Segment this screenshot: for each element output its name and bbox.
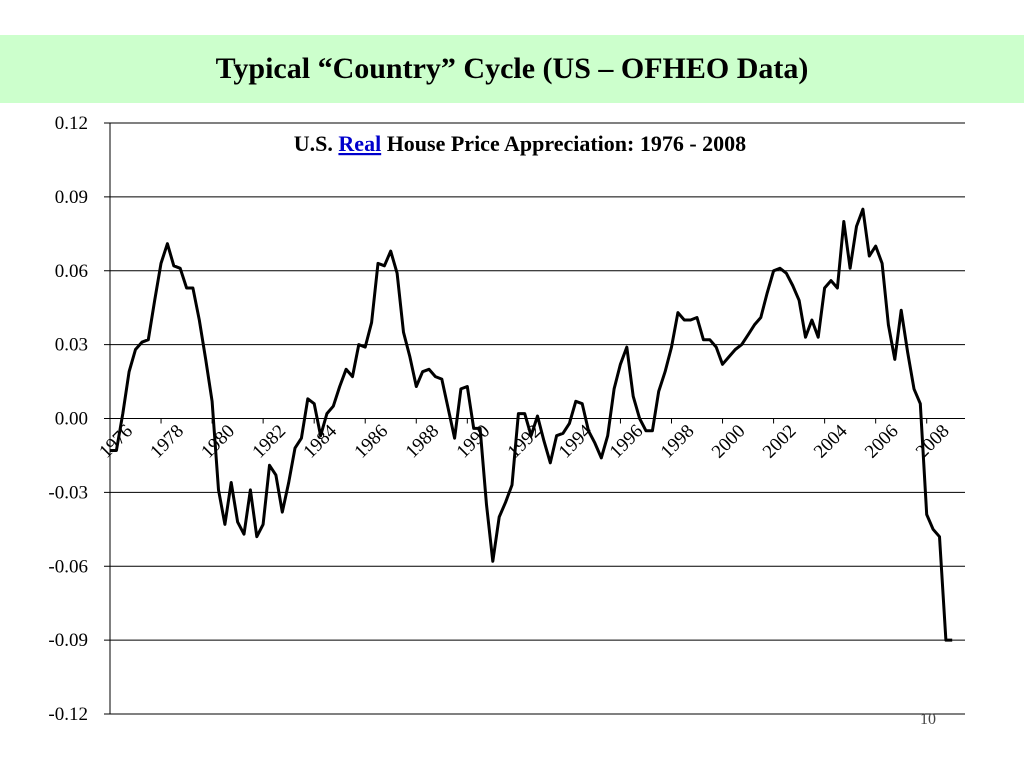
x-tick-label: 1988 [402, 421, 444, 463]
y-tick-label: -0.03 [48, 482, 88, 503]
x-tick-label: 1976 [95, 421, 137, 463]
axes [104, 122, 928, 715]
series-layer [110, 207, 953, 642]
x-tick-label: 1986 [350, 421, 392, 463]
y-tick-label: -0.06 [48, 556, 88, 577]
subtitle-prefix: U.S. [294, 131, 339, 156]
y-tick-labels: 0.12 0.09 0.06 0.03 0.00 -0.03 -0.06 -0.09 -0.12 [48, 113, 88, 725]
x-tick-label: 2006 [861, 421, 903, 463]
gridlines [110, 122, 965, 715]
y-tick-label: 0.00 [55, 409, 88, 430]
x-tick-labels: 1976 1978 1980 1982 1984 1986 1988 1990 1992 1994… [95, 420, 953, 462]
series-line [110, 207, 953, 642]
x-tick-label: 1980 [197, 421, 239, 463]
x-tick-label: 2008 [912, 421, 954, 463]
page-number: 10 [920, 711, 936, 728]
y-tick-label: 0.03 [55, 335, 88, 356]
x-tick-label: 2004 [810, 420, 852, 462]
slide-title: Typical “Country” Cycle (US – OFHEO Data… [215, 52, 809, 85]
x-tick-label: 1984 [299, 420, 341, 462]
y-tick-label: 0.06 [55, 261, 88, 282]
x-tick-label: 1978 [146, 421, 188, 463]
x-tick-label: 1996 [606, 421, 648, 463]
x-tick-label: 2000 [708, 421, 750, 463]
x-tick-label: 2002 [759, 421, 801, 463]
y-tick-label: -0.09 [48, 630, 88, 651]
y-tick-label: 0.12 [55, 113, 88, 134]
subtitle-emphasis: Real [338, 131, 381, 156]
x-tick-label: 1982 [248, 421, 290, 463]
y-tick-label: 0.09 [55, 187, 88, 208]
subtitle-suffix: House Price Appreciation: 1976 - 2008 [381, 131, 746, 156]
title-band: Typical “Country” Cycle (US – OFHEO Data… [0, 35, 1024, 103]
y-tick-label: -0.12 [48, 704, 88, 725]
x-tick-label: 1994 [555, 420, 597, 462]
chart-subtitle: U.S. Real House Price Appreciation: 1976… [294, 131, 746, 156]
x-tick-label: 1998 [657, 421, 699, 463]
